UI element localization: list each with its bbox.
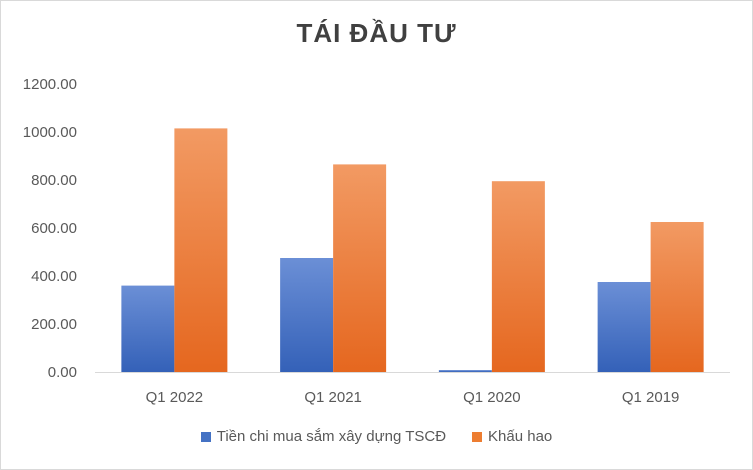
bar-tien-chi (280, 258, 334, 372)
bar-khau-hao (333, 164, 387, 372)
legend: Tiền chi mua sắm xây dựng TSCĐ Khấu hao (0, 428, 753, 445)
legend-item-series-2: Khấu hao (472, 428, 552, 445)
legend-item-series-1: Tiền chi mua sắm xây dựng TSCĐ (200, 428, 447, 445)
x-tick-label: Q1 2021 (304, 389, 362, 406)
y-tick-label: 0.00 (48, 364, 77, 381)
legend-label: Tiền chi mua sắm xây dựng TSCĐ (216, 428, 447, 445)
chart-title: TÁI ĐẦU TƯ (296, 18, 457, 48)
bar-tien-chi (597, 282, 651, 372)
y-tick-label: 800.00 (31, 172, 77, 189)
y-axis: 0.00 200.00 400.00 600.00 800.00 1000.00 1200.… (23, 76, 77, 381)
y-tick-label: 600.00 (31, 220, 77, 237)
x-tick-label: Q1 2020 (463, 389, 521, 406)
bar-tien-chi (438, 370, 492, 372)
y-tick-label: 1200.00 (23, 76, 77, 93)
bar-tien-chi (121, 285, 175, 372)
y-tick-label: 1000.00 (23, 124, 77, 141)
x-tick-label: Q1 2019 (622, 389, 680, 406)
bar-khau-hao (491, 181, 545, 372)
bars-group (121, 128, 704, 372)
bar-khau-hao (650, 222, 704, 372)
x-tick-label: Q1 2022 (146, 389, 204, 406)
legend-swatch-orange (472, 431, 483, 442)
y-tick-label: 400.00 (31, 268, 77, 285)
legend-label: Khấu hao (488, 428, 553, 445)
y-tick-label: 200.00 (31, 316, 77, 333)
x-axis: Q1 2022 Q1 2021 Q1 2020 Q1 2019 (95, 372, 730, 406)
bar-khau-hao (174, 128, 228, 372)
legend-swatch-blue (200, 431, 211, 442)
